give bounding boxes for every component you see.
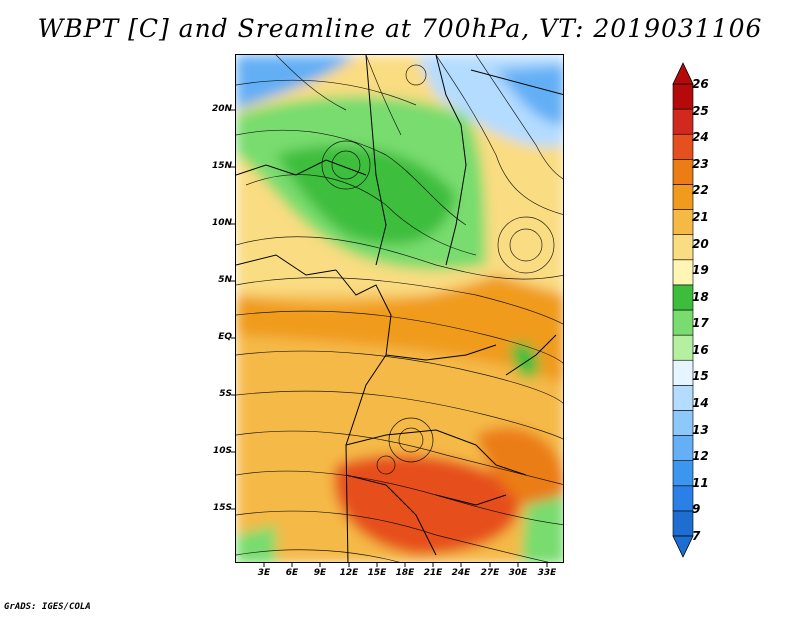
colorbar-label: 17 [692,316,709,331]
lon-label-6e: 6E [285,568,299,578]
lon-label-30e: 30E [508,568,528,578]
lat-label-10s: 10S [212,446,232,456]
colorbar-label: 21 [692,209,709,224]
lat-label-5n: 5N [218,275,232,285]
lat-label-15s: 15S [212,503,232,513]
grads-credit: GrADS: IGES/COLA [4,602,91,612]
lon-label-15e: 15E [367,568,387,578]
colorbar-cell [672,209,694,235]
lon-label-33e: 33E [537,568,557,578]
lat-label-eq: EQ [218,332,232,342]
chart-title: WBPT [C] and Sreamline at 700hPa, VT: 20… [37,14,763,43]
colorbar-label: 13 [692,422,709,437]
colorbar-label: 7 [692,529,701,543]
lon-label-12e: 12E [339,568,359,578]
colorbar-cell [672,108,694,135]
colorbar-cell [672,83,694,110]
lon-label-18e: 18E [395,568,415,578]
lat-label-15n: 15N [211,161,232,171]
colorbar-label: 22 [692,183,709,198]
colorbar-cell [672,485,694,512]
lon-label-27e: 27E [480,568,500,578]
colorbar-label: 15 [692,369,709,384]
colorbar-cell [672,234,694,261]
colorbar-bottom-arrow [672,535,694,558]
wbpt-field [236,55,563,562]
lat-label-10n: 10N [211,218,232,228]
colorbar-cell [672,410,694,436]
lon-label-24e: 24E [451,568,471,578]
colorbar-label: 23 [692,156,709,171]
colorbar-cell [672,359,694,386]
lon-label-3e: 3E [257,568,271,578]
colorbar-cell [672,460,694,487]
colorbar-cell [672,435,694,461]
colorbar-cell [672,284,694,311]
lat-label-5s: 5S [219,389,232,399]
temperature-shading [236,55,563,562]
colorbar-label: 14 [692,396,709,411]
colorbar-cell [672,309,694,336]
country-boundaries [236,55,563,562]
streamlines [236,55,563,562]
colorbar-label: 26 [692,77,709,91]
lat-label-20n: 20N [211,104,232,114]
colorbar-top-arrow [672,62,694,85]
colorbar-label: 20 [692,236,709,251]
lon-label-21e: 21E [423,568,443,578]
colorbar-label: 18 [692,289,709,304]
colorbar-label: 19 [692,263,709,278]
colorbar-label: 16 [692,342,709,357]
map-panel [235,54,564,563]
colorbar-label: 11 [692,475,709,490]
colorbar-cell [672,184,694,210]
colorbar-label: 12 [692,449,709,464]
colorbar-cell [672,259,694,286]
lon-label-9e: 9E [313,568,327,578]
colorbar-cell [672,334,694,361]
colorbar-cell [672,510,694,537]
colorbar-cell [672,385,694,411]
colorbar-label: 24 [692,130,709,145]
colorbar-label: 25 [692,103,709,118]
colorbar-cell [672,159,694,185]
colorbar [672,62,694,558]
colorbar-cell [672,133,694,160]
colorbar-label: 9 [692,502,701,517]
